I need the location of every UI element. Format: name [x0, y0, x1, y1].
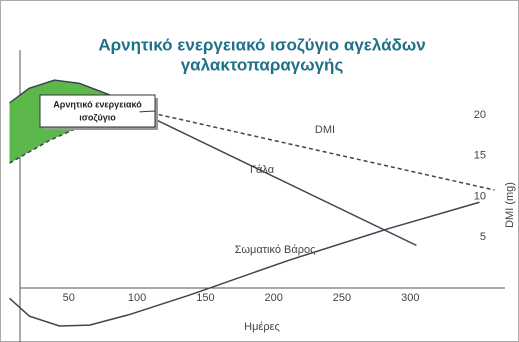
x-tick-label: 150: [196, 292, 214, 304]
callout-box: [39, 94, 156, 128]
y-axis-label: DMI (mg): [504, 182, 516, 228]
line: [9, 201, 480, 327]
y-tick-label: 15: [474, 150, 486, 162]
y-tick-label: 5: [480, 231, 486, 243]
x-tick-label: 100: [128, 292, 146, 304]
callout-text: ισοζύγιο: [79, 112, 116, 122]
line: [9, 109, 495, 191]
series-label: Σωματικό Βάρος: [235, 244, 316, 256]
x-tick-label: 50: [63, 292, 75, 304]
chart-title: γαλακτοπαραγωγής: [181, 55, 344, 74]
callout-leader: [139, 110, 156, 113]
callout-text: Αρνητικό ενεργειακό: [53, 99, 142, 109]
series-label: DMI: [315, 124, 335, 136]
y-tick-label: 10: [474, 190, 486, 202]
x-tick-label: 200: [265, 292, 283, 304]
chart-title: Αρνητικό ενεργειακό ισοζύγιο αγελάδων: [98, 35, 425, 54]
x-tick-label: 250: [333, 292, 351, 304]
x-axis-label: Ημέρες: [244, 321, 280, 333]
x-tick-label: 300: [401, 292, 419, 304]
series-label: Γάλα: [250, 164, 275, 176]
y-tick-label: 20: [474, 109, 486, 121]
